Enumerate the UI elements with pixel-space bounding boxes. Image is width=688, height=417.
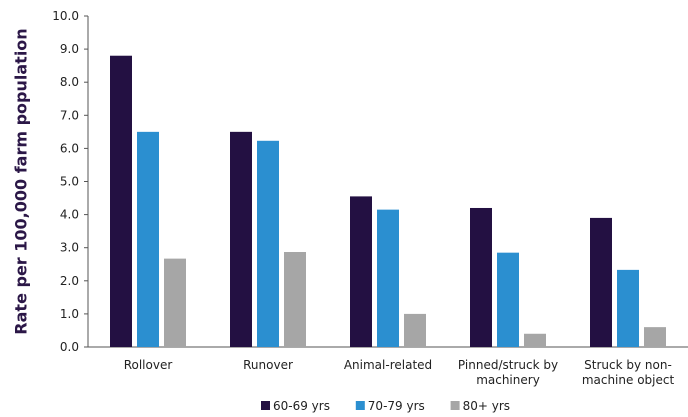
legend-label: 70-79 yrs [368,399,425,413]
bar [497,252,519,347]
y-axis-title: Rate per 100,000 farm population [12,28,31,334]
legend-label: 80+ yrs [463,399,510,413]
x-axis: Rollover Runover Animal-related Pinned/stru… [88,346,688,387]
legend: 60-69 yrs 70-79 yrs 80+ yrs [261,399,510,413]
y-tick-label: 1.0 [60,307,79,321]
x-tick-label: Struck by non- [584,358,672,372]
y-tick-label: 5.0 [60,175,79,189]
y-tick-label: 3.0 [60,241,79,255]
bar [470,207,492,347]
bar [617,269,639,347]
x-tick-label: Rollover [124,358,173,372]
bar [164,258,186,347]
legend-label: 60-69 yrs [273,399,330,413]
bar [644,327,666,347]
y-tick-label: 7.0 [60,108,79,122]
legend-swatch [450,401,460,410]
y-tick-label: 2.0 [60,274,79,288]
x-tick-label: machinery [476,373,540,387]
y-tick-label: 9.0 [60,42,79,56]
bar [230,131,252,347]
y-tick-label: 6.0 [60,141,79,155]
y-tick-label: 0.0 [60,340,79,354]
x-tick-label: Animal-related [344,358,432,372]
x-tick-label: Runover [243,358,293,372]
legend-swatch [355,401,365,410]
y-axis: 0.0 1.0 2.0 3.0 4.0 5.0 6.0 7.0 8.0 9.0 10.0 [52,9,89,354]
x-tick-label: machine object [582,373,675,387]
y-tick-label: 8.0 [60,75,79,89]
x-tick-label: Pinned/struck by [458,358,558,372]
bar [590,217,612,347]
bar [377,209,399,347]
y-tick-label: 10.0 [52,9,79,23]
legend-swatch [261,401,270,410]
bar [137,131,159,347]
bar [350,196,372,347]
bar-group [110,55,666,347]
bar [284,252,306,347]
bar [257,140,279,347]
bar [404,313,426,347]
bar [110,55,132,347]
y-tick-label: 4.0 [60,208,79,222]
bar [524,333,546,347]
